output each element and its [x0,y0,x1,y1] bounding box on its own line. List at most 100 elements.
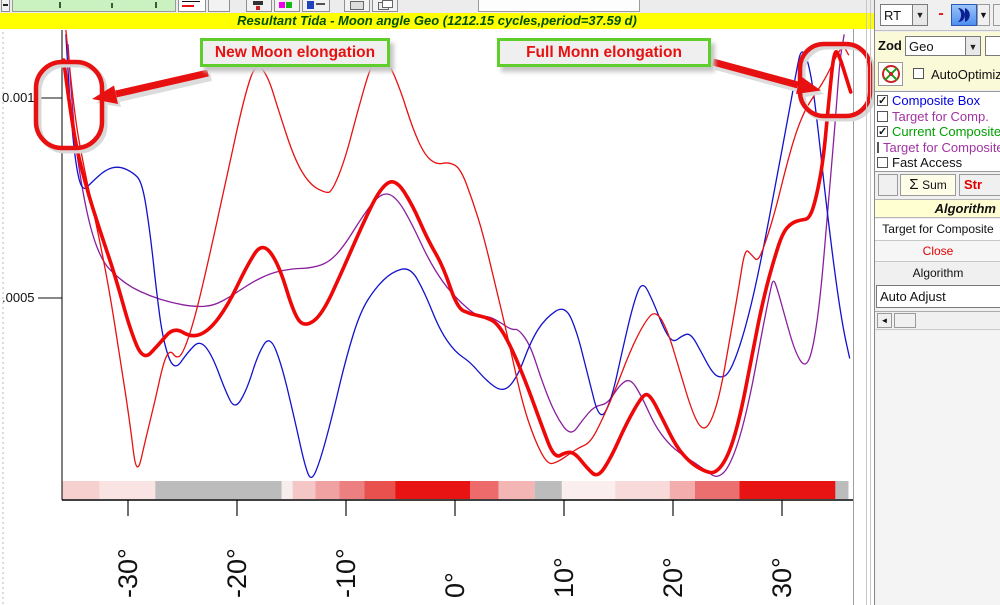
heat-strip-segment [615,481,670,499]
left-arrow-head [92,85,118,104]
chart-series [62,30,853,478]
option-checkbox-2[interactable]: ✓ [877,126,888,139]
panel-row-sum: Σ Sum Str [875,172,1000,199]
new-moon-ellipse [33,59,105,151]
x-tick-label: 0° [440,572,470,598]
magenta-swatch-icon [279,2,285,8]
option-row-3[interactable]: Target for Composite [875,140,1000,156]
option-label-1: Target for Comp. [892,108,989,124]
sigma-icon: Σ [909,176,919,193]
minus-button[interactable]: - [938,5,944,22]
sum-button-label: Sum [922,178,947,192]
right-arrow-head [796,76,821,94]
new-moon-annotation: New Moon elongation [200,38,390,67]
zodiac-value: Geo [909,38,934,54]
toolbar-copy-button[interactable] [372,0,398,12]
splitter-line-2[interactable] [870,0,871,605]
heat-strip-segment [470,481,499,499]
scrollbar-thumb[interactable] [894,313,916,328]
heat-strip-segment [669,481,695,499]
option-label-0: Composite Box [892,93,981,109]
str-button[interactable]: Str [959,174,1000,196]
toolbar-field[interactable] [478,0,640,12]
green-swatch-icon [286,2,292,8]
minimize-icon [3,4,8,6]
panel-row-zodiac: Zod Geo ▼ [875,32,1000,60]
right-arrow-shaft [712,58,799,89]
toolbar-chart-button[interactable] [302,0,330,12]
heat-strip-segment [155,481,282,499]
zod-label: Zod [878,38,902,53]
option-row-0[interactable]: ✓ Composite Box [875,93,1000,109]
algorithm-value: Auto Adjust [880,289,946,304]
zodiac-selector[interactable]: Geo ▼ [905,36,981,56]
heat-strip-segment [292,481,316,499]
x-tick-label: -10° [331,548,361,598]
option-checkbox-0[interactable]: ✓ [877,95,888,108]
algorithm-label: Algorithm [912,266,964,280]
sheet-icon [350,1,364,10]
heat-strip-segment [395,481,471,499]
option-label-2: Current Composite [892,124,1000,140]
annotation-graphics [33,41,873,151]
red-line-icon [182,5,194,7]
heat-strip-segment [61,481,100,499]
heat-strip [61,481,849,499]
filter-icon [253,1,263,5]
option-label-4: Fast Access [892,155,963,171]
series-composite-thick-red [62,49,853,477]
toolbar-button-2[interactable] [208,0,230,12]
option-row-1[interactable]: Target for Comp. [875,109,1000,125]
scroll-left-button[interactable]: ◄ [877,313,892,328]
small-button[interactable] [878,174,898,196]
heat-strip-segment [315,481,340,499]
cut-text-fragment [155,2,157,8]
heat-strip-segment [835,481,849,499]
toolbar-line-style-button[interactable] [178,0,206,12]
toolbar-filter-button[interactable] [246,0,272,12]
x-tick-label: 20° [658,557,688,598]
toolbar-selector-green[interactable] [12,0,176,12]
target-icon [881,65,900,83]
option-row-2[interactable]: ✓ Current Composite [875,124,1000,140]
auto-optimize-checkbox[interactable] [913,68,924,79]
cut-text-fragment [111,3,113,8]
moon-phase-button[interactable] [951,4,977,26]
cut-text-fragment [59,2,61,8]
sum-button[interactable]: Σ Sum [900,174,956,196]
chart-canvas: -30° -20° -10° 0° 10° 20° 30° 0.001 .0005 [2,29,874,605]
rt-selector[interactable]: RT ▼ [880,4,928,26]
filter-icon-red [256,6,260,10]
copy-icon-2 [382,0,393,8]
toolbar-colors-button[interactable] [274,0,300,12]
heat-strip-segment [561,481,616,499]
option-checkbox-1[interactable] [877,110,888,122]
cut-button[interactable] [993,4,1000,26]
target-button[interactable] [878,62,903,86]
heat-strip-segment [99,481,156,499]
close-button[interactable]: Close [875,240,1000,262]
option-checkbox-3[interactable] [877,141,879,153]
algorithm-selector[interactable]: Auto Adjust [876,285,1000,308]
zodiac-dropdown-arrow-icon[interactable]: ▼ [965,37,980,55]
moon-dropdown-arrow-icon[interactable]: ▼ [977,4,990,26]
rt-dropdown-arrow-icon[interactable]: ▼ [912,5,927,25]
heat-strip-segment [281,481,293,499]
toolbar-sheet-button[interactable] [344,0,370,12]
auto-optimize-label: AutoOptimize [931,67,1000,82]
option-checkbox-4[interactable] [877,157,888,169]
splitter-line-1[interactable] [866,0,867,605]
panel-scrollbar[interactable]: ◄ [875,311,1000,330]
window-menu-button[interactable] [1,0,10,12]
chart-icon-bars [316,3,325,5]
target-for-composite-label: Target for Composite [875,219,1000,240]
option-row-4[interactable]: Fast Access [875,155,1000,171]
series-cycle-thin-red [65,30,850,468]
panel-row-optimize: AutoOptimize [875,60,1000,90]
chart-icon [307,1,314,9]
black-line-icon [182,1,200,2]
cut-combo[interactable] [985,36,1000,56]
rt-value: RT [884,7,902,23]
series-projection-purple [67,34,845,477]
